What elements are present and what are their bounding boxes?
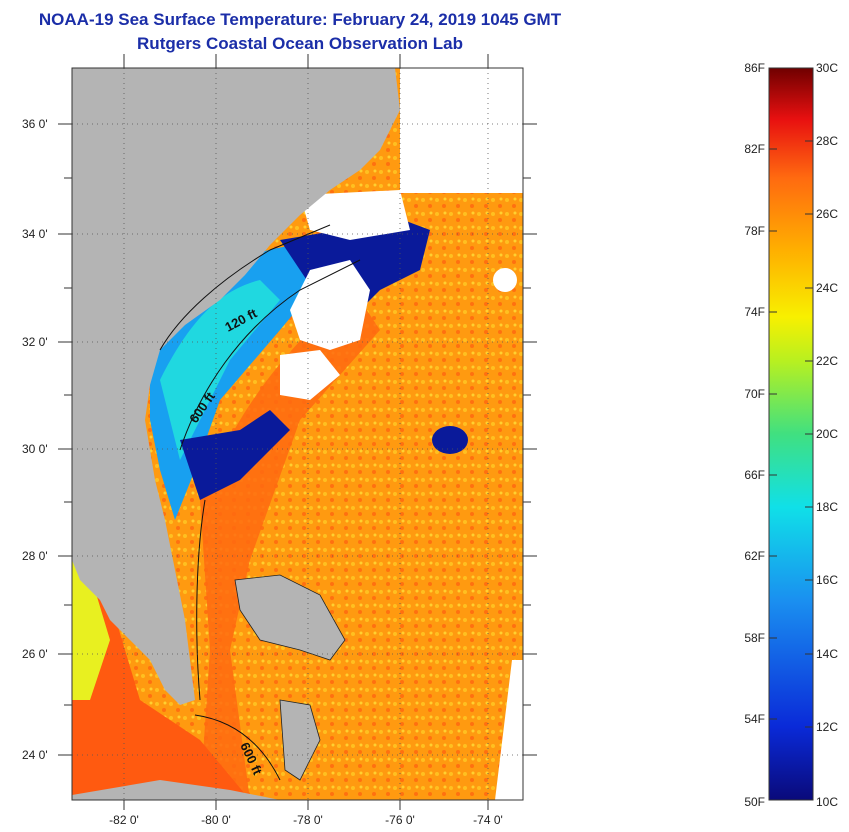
colorbar-ticks [769,67,813,801]
map-frame [71,67,524,801]
graticule [72,68,523,800]
lat-label: 24 0' [22,748,48,762]
no-data-corner [495,660,523,800]
colorbar-c-label: 16C [816,573,839,587]
colorbar-f-label: 58F [744,631,765,645]
axis-ticks [58,54,537,810]
contour-keys [194,714,281,781]
gulf-stream [200,300,380,800]
colorbar-f-label: 74F [744,305,765,319]
colorbar-c-label: 18C [816,500,839,514]
lat-label: 34 0' [22,227,48,241]
map-title: NOAA-19 Sea Surface Temperature: Februar… [38,10,562,29]
cold-eddy [432,426,468,454]
cloud-patch-3 [300,190,410,240]
colorbar-c-label: 10C [816,795,839,809]
gulf-warm-water [72,560,250,800]
map-image [72,68,523,800]
cloud-patch-2 [280,350,340,400]
contour-600ft [179,259,361,451]
cuba-coast [72,780,280,800]
colorbar-c-label: 22C [816,354,839,368]
colorbar-f-label: 70F [744,387,765,401]
colorbar-f-label: 62F [744,549,765,563]
colorbar-f-label: 66F [744,468,765,482]
colorbar-c-label: 20C [816,427,839,441]
colorbar-c-label: 14C [816,647,839,661]
lon-label: -82 0' [109,813,139,827]
bahamas-bank [234,574,346,661]
cloud-patch-4 [493,268,517,292]
lon-label: -78 0' [293,813,323,827]
colorbar-f-label: 86F [744,61,765,75]
cold-patch-mid [180,410,290,500]
land-mass [72,68,400,705]
lon-label: -76 0' [385,813,415,827]
lat-label: 26 0' [22,647,48,661]
lat-label: 30 0' [22,442,48,456]
map-subtitle: Rutgers Coastal Ocean Observation Lab [137,34,463,53]
colorbar-f-label: 82F [744,142,765,156]
contour-600ft-south [196,499,206,701]
colorbar-f-label: 54F [744,712,765,726]
colorbar-c-label: 24C [816,281,839,295]
lat-label: 28 0' [22,549,48,563]
colorbar-c-label: 26C [816,207,839,221]
colorbar-f-label: 78F [744,224,765,238]
lon-label: -74 0' [473,813,503,827]
colorbar-f-label: 50F [744,795,765,809]
colorbar-c-label: 30C [816,61,839,75]
colorbar-c-label: 12C [816,720,839,734]
contour-120ft [159,224,331,351]
colorbar-c-label: 28C [816,134,839,148]
no-data-area [400,68,523,193]
cloud-patch-1 [290,260,370,350]
lon-label: -80 0' [201,813,231,827]
lat-label: 32 0' [22,335,48,349]
bahamas-island [279,699,321,781]
lat-label: 36 0' [22,117,48,131]
gulf-cool-water [72,560,110,700]
